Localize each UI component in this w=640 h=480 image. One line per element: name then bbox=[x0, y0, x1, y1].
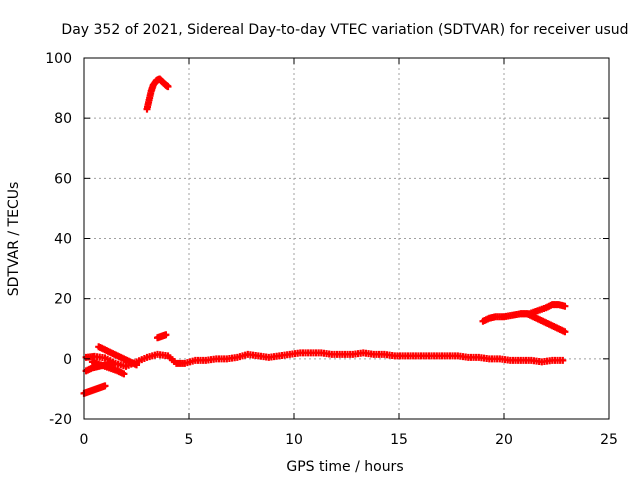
y-tick-label: 60 bbox=[54, 171, 72, 187]
series-arc-dip bbox=[88, 358, 128, 378]
x-tick-label: 15 bbox=[390, 432, 408, 448]
y-tick-label: 100 bbox=[45, 51, 72, 67]
series-arc-main bbox=[82, 349, 567, 370]
data-point bbox=[162, 331, 170, 339]
x-tick-label: 10 bbox=[285, 432, 303, 448]
y-tick-label: -20 bbox=[49, 412, 72, 428]
series-arc-short bbox=[154, 331, 170, 342]
data-point bbox=[120, 370, 128, 378]
y-tick-label: 40 bbox=[54, 232, 72, 248]
data-point bbox=[101, 382, 109, 390]
x-axis-label: GPS time / hours bbox=[286, 459, 403, 475]
x-tick-label: 25 bbox=[600, 432, 618, 448]
data-point bbox=[559, 356, 567, 364]
x-tick-label: 20 bbox=[495, 432, 513, 448]
series-arc-fall bbox=[95, 343, 140, 369]
grid bbox=[84, 58, 609, 419]
y-tick-label: 20 bbox=[54, 292, 72, 308]
x-tick-label: 5 bbox=[185, 432, 194, 448]
chart-title: Day 352 of 2021, Sidereal Day-to-day VTE… bbox=[61, 22, 628, 38]
x-tick-label: 0 bbox=[80, 432, 89, 448]
data-point bbox=[164, 83, 172, 91]
data-points bbox=[80, 75, 569, 397]
y-tick-label: 80 bbox=[54, 111, 72, 127]
series-arc-high bbox=[143, 75, 172, 113]
data-point bbox=[561, 302, 569, 310]
y-tick-label: 0 bbox=[63, 352, 72, 368]
data-point bbox=[561, 328, 569, 336]
data-point bbox=[133, 361, 140, 369]
axis-ticks: 0 5 10 15 20 25 -20 0 20 40 60 80 100 bbox=[45, 51, 618, 448]
y-axis-label: SDTVAR / TECUs bbox=[6, 182, 22, 297]
series-arc-neg bbox=[80, 382, 109, 397]
series-arc-late-down bbox=[517, 310, 569, 336]
